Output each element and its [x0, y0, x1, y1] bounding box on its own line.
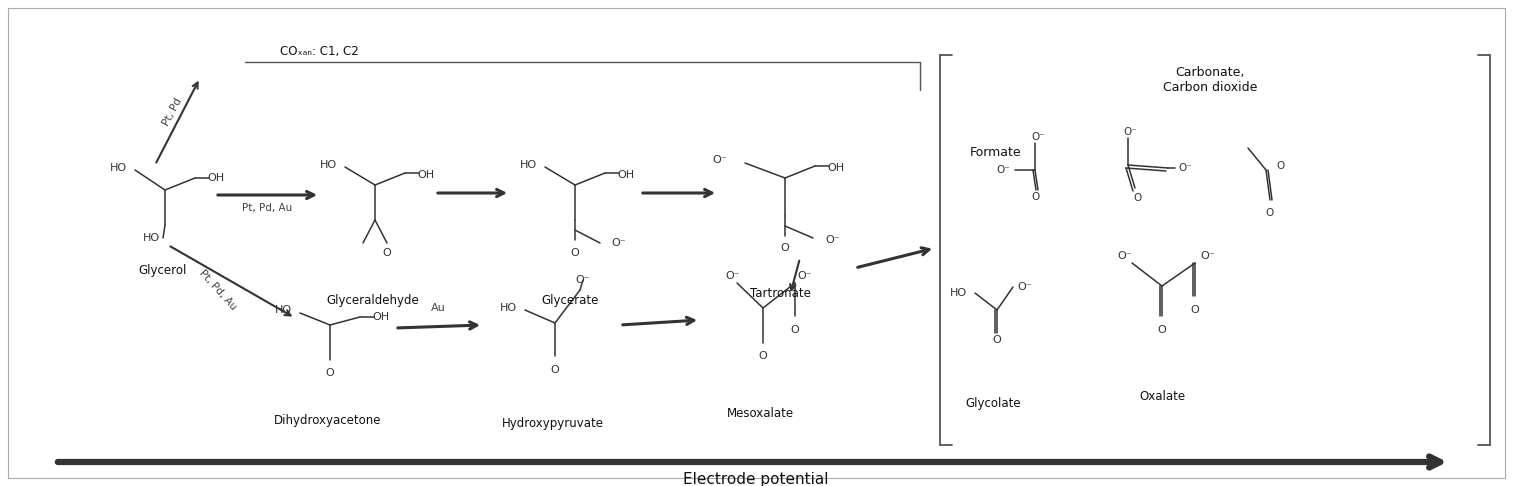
Text: Glyceraldehyde: Glyceraldehyde: [327, 294, 419, 307]
Text: O⁻: O⁻: [726, 271, 740, 281]
Text: O⁻: O⁻: [1032, 132, 1045, 142]
Text: OH: OH: [207, 173, 224, 183]
Text: O: O: [1191, 305, 1200, 315]
Text: O: O: [1030, 192, 1039, 202]
Text: OH: OH: [617, 170, 634, 180]
Text: HO: HO: [520, 160, 537, 170]
Text: O⁻: O⁻: [1201, 251, 1215, 261]
Text: HO: HO: [142, 233, 160, 243]
Text: Dihydroxyacetone: Dihydroxyacetone: [274, 414, 381, 427]
Text: O⁻: O⁻: [996, 165, 1011, 175]
Text: O⁻: O⁻: [611, 238, 625, 248]
Text: Pt, Pd, Au: Pt, Pd, Au: [198, 268, 239, 312]
Text: O: O: [1157, 325, 1167, 335]
Text: O: O: [1266, 208, 1274, 218]
Text: O: O: [758, 351, 767, 361]
Text: Glycolate: Glycolate: [965, 397, 1021, 410]
Text: HO: HO: [319, 160, 337, 170]
Text: COₓₐₙ: C1, C2: COₓₐₙ: C1, C2: [280, 46, 359, 58]
Text: O: O: [383, 248, 392, 258]
Text: OH: OH: [372, 312, 389, 322]
Text: Tartronate: Tartronate: [749, 287, 811, 299]
Text: O: O: [1133, 193, 1142, 203]
Text: O: O: [325, 368, 334, 378]
Text: O: O: [791, 325, 799, 335]
Text: Glycerate: Glycerate: [542, 294, 599, 307]
Text: Hydroxypyruvate: Hydroxypyruvate: [502, 417, 604, 430]
Text: O⁻: O⁻: [1118, 251, 1132, 261]
Text: O: O: [781, 243, 790, 253]
Text: O⁻: O⁻: [825, 235, 840, 245]
Text: O: O: [993, 335, 1002, 345]
Text: HO: HO: [275, 305, 292, 315]
Text: O: O: [1275, 161, 1285, 171]
Text: HO: HO: [499, 303, 517, 313]
Text: OH: OH: [828, 163, 844, 173]
Text: Electrode potential: Electrode potential: [684, 471, 829, 486]
Text: O⁻: O⁻: [1123, 127, 1136, 137]
Text: O⁻: O⁻: [713, 155, 728, 165]
Text: Pt, Pd: Pt, Pd: [160, 96, 183, 127]
Text: Glycerol: Glycerol: [139, 263, 188, 277]
Text: Mesoxalate: Mesoxalate: [726, 406, 793, 419]
Text: O: O: [551, 365, 560, 375]
Text: O⁻: O⁻: [797, 271, 812, 281]
Text: OH: OH: [418, 170, 434, 180]
Text: O⁻: O⁻: [1179, 163, 1192, 173]
Text: Carbonate,
Carbon dioxide: Carbonate, Carbon dioxide: [1163, 66, 1257, 94]
Text: Pt, Pd, Au: Pt, Pd, Au: [242, 203, 292, 213]
Text: Oxalate: Oxalate: [1139, 389, 1185, 402]
Text: Formate: Formate: [970, 145, 1021, 158]
Text: HO: HO: [950, 288, 967, 298]
Text: O⁻: O⁻: [575, 275, 590, 285]
Text: Au: Au: [431, 303, 445, 313]
Text: HO: HO: [110, 163, 127, 173]
Text: O⁻: O⁻: [1017, 282, 1032, 292]
Text: O: O: [570, 248, 579, 258]
